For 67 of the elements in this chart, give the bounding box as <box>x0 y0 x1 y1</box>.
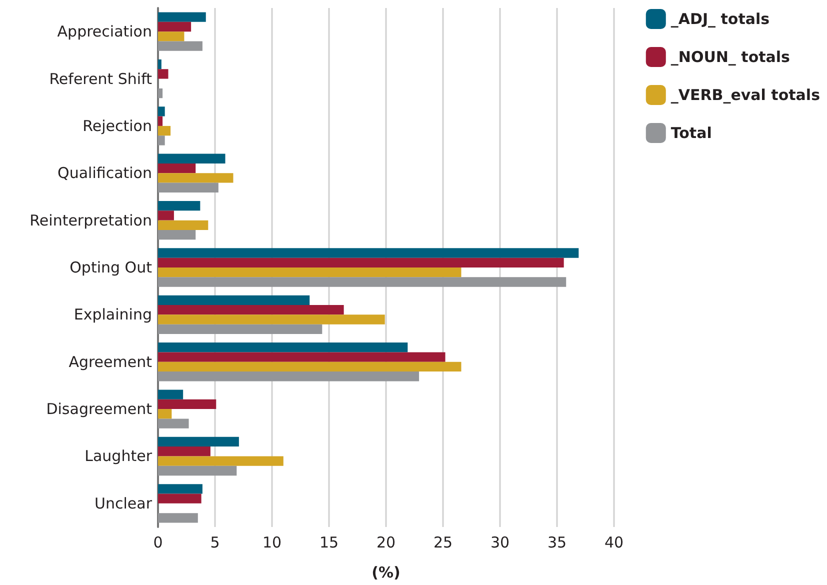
bar <box>158 446 210 456</box>
x-tick-label: 0 <box>153 534 163 552</box>
bar <box>158 362 462 372</box>
bar <box>158 200 200 211</box>
bar <box>158 513 198 523</box>
x-tick-label: 10 <box>262 534 282 552</box>
bar <box>158 116 163 126</box>
bar <box>158 41 202 51</box>
bar <box>158 248 579 258</box>
x-axis-title: (%) <box>372 564 400 582</box>
legend-label: _NOUN_ totals <box>670 48 790 66</box>
x-tick-label: 35 <box>547 534 567 552</box>
bar <box>158 163 196 174</box>
y-tick-label: Unclear <box>94 494 153 512</box>
y-tick-label: Explaining <box>74 306 152 324</box>
bar <box>158 342 408 352</box>
y-tick-label: Disagreement <box>46 400 152 418</box>
bar <box>158 372 420 382</box>
x-tick-label: 25 <box>433 534 453 552</box>
y-tick-label: Agreement <box>68 352 152 371</box>
x-tick-label: 40 <box>604 534 624 552</box>
bar <box>158 126 171 136</box>
y-tick-label: Qualification <box>58 164 152 182</box>
y-tick-label: Referent Shift <box>49 70 152 88</box>
bar <box>158 173 234 183</box>
y-tick-label: Opting Out <box>70 258 152 276</box>
x-tick-label: 5 <box>210 534 220 552</box>
bar <box>158 494 202 504</box>
bar <box>158 69 168 79</box>
x-tick-label: 15 <box>319 534 339 552</box>
bar <box>158 409 172 419</box>
bar <box>158 418 189 428</box>
bar <box>158 484 202 494</box>
x-tick-label: 20 <box>376 534 396 552</box>
y-tick-label: Laughter <box>84 447 153 466</box>
x-tick-label: 30 <box>490 534 510 552</box>
bar <box>158 230 196 240</box>
y-tick-label: Reinterpretation <box>30 211 152 230</box>
bar <box>158 258 564 268</box>
bar <box>158 466 237 476</box>
bar <box>158 314 385 324</box>
bar <box>158 182 218 192</box>
bar <box>158 324 322 334</box>
bar <box>158 277 566 287</box>
bar <box>158 106 165 116</box>
bar <box>158 295 310 306</box>
bar <box>158 220 208 230</box>
legend-label: Total <box>670 124 712 142</box>
bar <box>158 399 216 410</box>
bar <box>158 268 462 278</box>
bar <box>158 32 184 42</box>
bar <box>158 88 163 98</box>
bar <box>158 12 206 22</box>
y-tick-label: Rejection <box>82 116 152 135</box>
bar <box>158 210 174 220</box>
bar <box>158 59 162 70</box>
bar <box>158 390 184 400</box>
legend-label: _VERB_eval totals <box>670 86 820 104</box>
bar <box>158 136 165 146</box>
bar <box>158 154 226 164</box>
bar <box>158 305 344 315</box>
bar <box>158 22 192 32</box>
bar <box>158 456 284 466</box>
legend-label: _ADJ_ totals <box>670 10 770 28</box>
bar <box>158 436 239 447</box>
bar <box>158 352 446 362</box>
y-tick-label: Appreciation <box>57 22 152 41</box>
